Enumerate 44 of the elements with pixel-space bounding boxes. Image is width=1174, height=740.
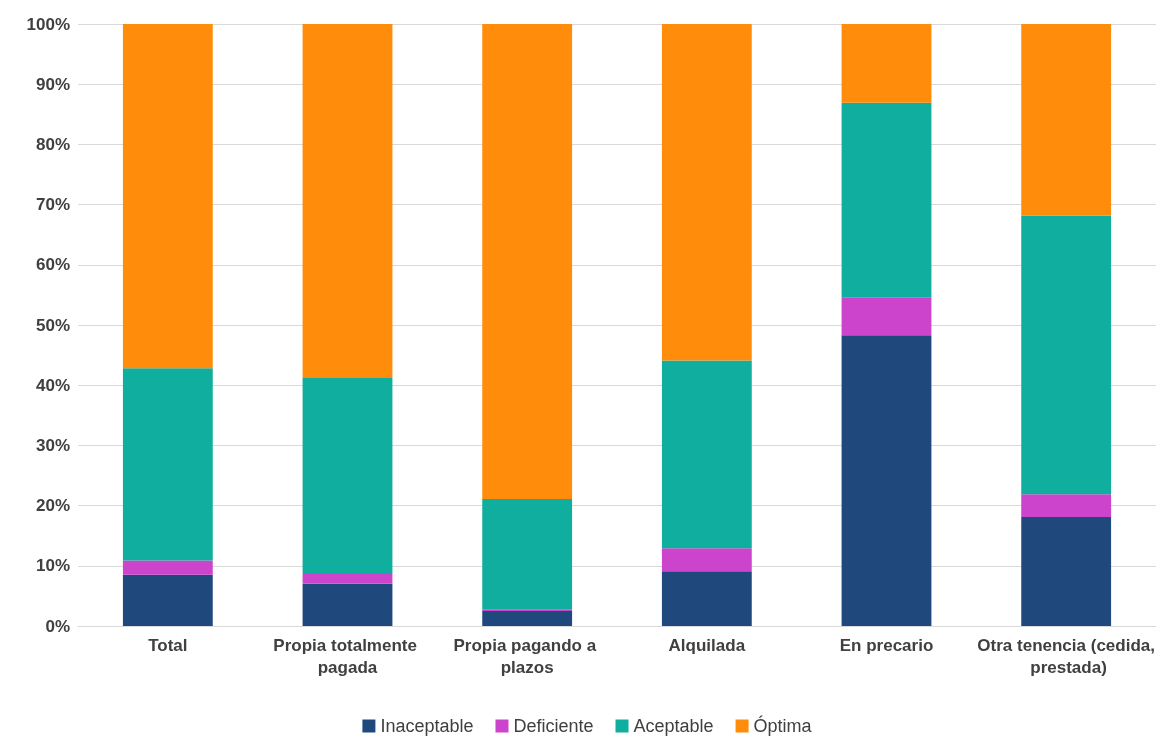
y-tick-label: 100% [26, 14, 70, 34]
x-tick-label: Propia totalmente pagada [273, 635, 422, 677]
bar [122, 574, 213, 626]
bar [482, 498, 573, 610]
legend-label: Deficiente [513, 716, 594, 736]
bar [302, 573, 393, 584]
bar [302, 377, 393, 574]
bar [122, 560, 213, 575]
bar [841, 102, 932, 298]
x-tick-label: Otra tenencia (cedida, prestada) [977, 635, 1155, 677]
x-tick-label: Alquilada [668, 635, 746, 655]
y-tick-label: 50% [35, 315, 70, 335]
bar [1021, 517, 1112, 626]
bar [302, 583, 393, 626]
x-tick-label: Total [148, 635, 188, 655]
y-tick-label: 40% [35, 375, 70, 395]
bar [841, 335, 932, 626]
bar [122, 368, 213, 561]
y-tick-label: 20% [35, 496, 70, 516]
legend-label: Inaceptable [380, 716, 474, 736]
y-tick-label: 80% [35, 134, 70, 154]
legend-label: Aceptable [633, 716, 714, 736]
x-tick-label: En precario [839, 635, 934, 655]
bar [661, 24, 752, 361]
bar [661, 548, 752, 572]
y-tick-label: 30% [35, 435, 70, 455]
legend-label: Óptima [753, 715, 813, 736]
y-tick-label: 60% [35, 255, 70, 275]
bar [661, 571, 752, 626]
x-tick-label: Propia pagando a plazos [453, 635, 601, 677]
y-tick-label: 70% [35, 195, 70, 215]
bar [1021, 494, 1112, 518]
y-tick-label: 10% [35, 556, 70, 576]
bar [482, 24, 573, 499]
bar [1021, 215, 1112, 495]
bar [122, 24, 213, 369]
bar [302, 24, 393, 378]
bar [841, 297, 932, 336]
bar [1021, 24, 1112, 216]
y-tick-label: 0% [45, 616, 70, 636]
y-tick-label: 90% [35, 74, 70, 94]
bar [661, 360, 752, 549]
bar [482, 610, 573, 626]
bar [841, 24, 932, 103]
